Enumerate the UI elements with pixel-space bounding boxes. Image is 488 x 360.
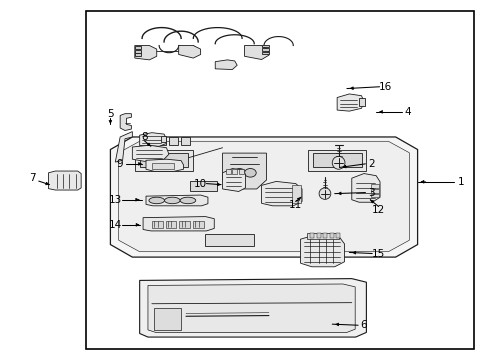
Text: 15: 15 xyxy=(371,248,385,258)
Text: 10: 10 xyxy=(194,179,207,189)
Polygon shape xyxy=(261,181,302,206)
Text: 16: 16 xyxy=(379,82,392,92)
Polygon shape xyxy=(222,168,245,192)
Bar xyxy=(370,194,378,197)
Bar xyxy=(323,233,327,238)
Ellipse shape xyxy=(244,168,256,177)
Polygon shape xyxy=(48,171,81,190)
Bar xyxy=(370,184,378,188)
Ellipse shape xyxy=(180,197,195,204)
Text: 1: 1 xyxy=(457,177,464,187)
Polygon shape xyxy=(178,45,200,58)
Bar xyxy=(238,169,243,174)
Text: 5: 5 xyxy=(107,109,114,119)
Polygon shape xyxy=(135,45,157,60)
Bar xyxy=(307,149,366,171)
Text: 14: 14 xyxy=(108,220,122,230)
Bar xyxy=(135,53,141,56)
Polygon shape xyxy=(336,94,363,111)
Text: 7: 7 xyxy=(29,173,36,183)
Bar xyxy=(329,233,333,238)
Polygon shape xyxy=(120,114,131,131)
Ellipse shape xyxy=(164,197,180,204)
Polygon shape xyxy=(140,133,166,146)
Bar xyxy=(135,46,141,49)
Polygon shape xyxy=(146,159,183,171)
Bar xyxy=(261,48,268,51)
Ellipse shape xyxy=(149,197,164,204)
Bar xyxy=(179,221,189,228)
Bar xyxy=(205,234,254,246)
Bar xyxy=(316,233,320,238)
Bar xyxy=(291,185,300,203)
Bar xyxy=(168,137,177,145)
Bar xyxy=(160,136,166,142)
Polygon shape xyxy=(300,234,344,267)
Ellipse shape xyxy=(233,168,245,177)
Polygon shape xyxy=(148,284,354,332)
Bar xyxy=(306,233,338,239)
Text: 6: 6 xyxy=(360,320,366,330)
Ellipse shape xyxy=(331,156,344,169)
Bar xyxy=(140,153,188,167)
Bar xyxy=(358,98,364,107)
Bar xyxy=(152,163,173,168)
Bar xyxy=(86,12,473,348)
Bar xyxy=(225,169,230,174)
Bar xyxy=(370,189,378,193)
Text: 11: 11 xyxy=(288,200,302,210)
Text: 4: 4 xyxy=(404,107,410,117)
Polygon shape xyxy=(215,60,237,69)
Bar xyxy=(157,137,165,145)
Polygon shape xyxy=(222,153,266,189)
Bar xyxy=(154,308,181,330)
Polygon shape xyxy=(140,279,366,337)
Bar xyxy=(135,50,141,53)
Bar xyxy=(261,52,268,54)
Text: 12: 12 xyxy=(371,206,385,216)
Polygon shape xyxy=(119,141,408,252)
Text: 13: 13 xyxy=(108,195,122,205)
Polygon shape xyxy=(146,195,207,206)
Bar xyxy=(335,233,339,238)
Polygon shape xyxy=(132,145,168,161)
Bar xyxy=(312,153,361,167)
Polygon shape xyxy=(351,174,379,202)
Bar xyxy=(152,221,162,228)
Bar xyxy=(189,181,216,191)
Bar xyxy=(165,221,176,228)
Text: 2: 2 xyxy=(367,159,374,169)
Text: 3: 3 xyxy=(367,188,374,198)
Bar xyxy=(261,45,268,47)
Bar xyxy=(232,169,237,174)
Polygon shape xyxy=(110,137,417,257)
Bar xyxy=(192,221,203,228)
Polygon shape xyxy=(115,132,132,162)
Bar xyxy=(310,233,314,238)
Polygon shape xyxy=(244,45,268,59)
Polygon shape xyxy=(143,217,214,231)
Bar xyxy=(181,137,189,145)
Bar xyxy=(135,149,193,171)
Text: 9: 9 xyxy=(117,159,123,169)
Text: 8: 8 xyxy=(141,132,147,142)
Ellipse shape xyxy=(319,188,330,199)
